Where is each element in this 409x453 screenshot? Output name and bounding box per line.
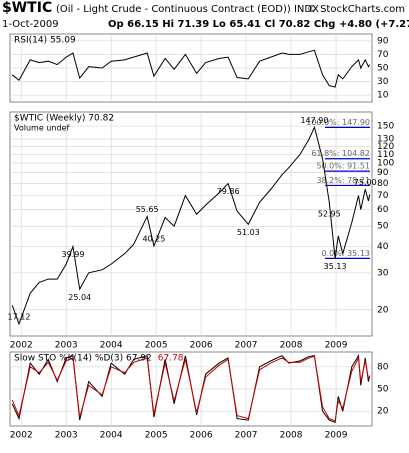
panel-frame [9,111,373,337]
annotation: 147.90 [300,116,328,125]
x-tick-label: 2006 [190,341,213,351]
x-tick-label: 2009 [325,341,348,351]
x-tick-label: 2003 [55,431,78,441]
y-tick-label: 90 [377,36,389,46]
series-line [11,355,371,422]
annotation: 79.86 [217,187,240,196]
x-tick-label: 2005 [145,341,168,351]
subtitle: (Oil - Light Crude - Continuous Contract… [56,4,319,15]
y-tick-label: 150 [377,122,394,132]
y-tick-label: 30 [377,268,389,278]
panel-title: RSI(14) 55.09 [14,36,76,46]
panel-title: $WTIC (Weekly) 70.82 [14,114,114,124]
credit: © StockCharts.com [307,4,405,15]
x-tick-label: 2006 [190,431,213,441]
y-tick-label: 30 [377,77,389,87]
symbol: $WTIC [2,0,52,16]
y-tick-label: 130 [377,135,394,145]
fib-label: 50.0%: 91.51 [316,162,370,171]
x-tick-label: 2002 [10,341,33,351]
panel-title-2: 67.78 [158,354,184,364]
annotation: 52.95 [318,209,341,218]
panel-subtitle: Volume undef [14,124,69,133]
annotation: 51.03 [237,228,260,237]
y-tick-label: 40 [377,242,389,252]
fib-label: 100.0%: 147.90 [306,118,370,127]
annotation: 39.99 [62,250,85,259]
x-tick-label: 2004 [100,431,123,441]
y-tick-label: 50 [377,64,389,74]
fib-label: 38.2%: 78.21 [316,176,370,185]
annotation: 40.25 [142,235,165,244]
y-tick-label: 110 [377,150,394,160]
annotation: 25.04 [68,293,91,302]
y-tick-label: 70 [377,50,389,60]
panel-title: Slow STO %K(14) %D(3) 67.92 [14,354,152,364]
x-tick-label: 2002 [10,431,33,441]
x-tick-label: 2005 [145,431,168,441]
y-tick-label: 120 [377,142,394,152]
quote: Op 66.15 Hi 71.39 Lo 65.41 Cl 70.82 Chg … [108,19,409,30]
x-tick-label: 2009 [325,431,348,441]
annotation: 35.13 [324,262,347,271]
annotation: 17.12 [8,312,31,321]
y-tick-label: 20 [377,305,389,315]
annotation: 55.65 [136,205,159,214]
y-tick-label: 90 [377,168,389,178]
x-tick-label: 2007 [235,431,258,441]
y-tick-label: 80 [377,179,389,189]
series-line [11,49,371,88]
y-tick-label: 10 [377,91,389,101]
y-tick-label: 100 [377,159,394,169]
x-tick-label: 2008 [280,341,303,351]
series-line [11,125,371,326]
annotation: 75.00 [354,178,377,187]
y-tick-label: 20 [377,407,389,417]
y-tick-label: 50 [377,222,389,232]
x-tick-label: 2007 [235,341,258,351]
x-tick-label: 2004 [100,341,123,351]
y-tick-label: 50 [377,385,389,395]
fib-label: 0.0%: 35.13 [322,249,370,258]
y-tick-label: 70 [377,191,389,201]
fib-label: 61.8%: 104.82 [311,149,370,158]
date: 1-Oct-2009 [2,19,59,30]
x-tick-label: 2008 [280,431,303,441]
x-tick-label: 2003 [55,341,78,351]
series-line [11,354,371,423]
y-tick-label: 80 [377,362,389,372]
y-tick-label: 60 [377,205,389,215]
